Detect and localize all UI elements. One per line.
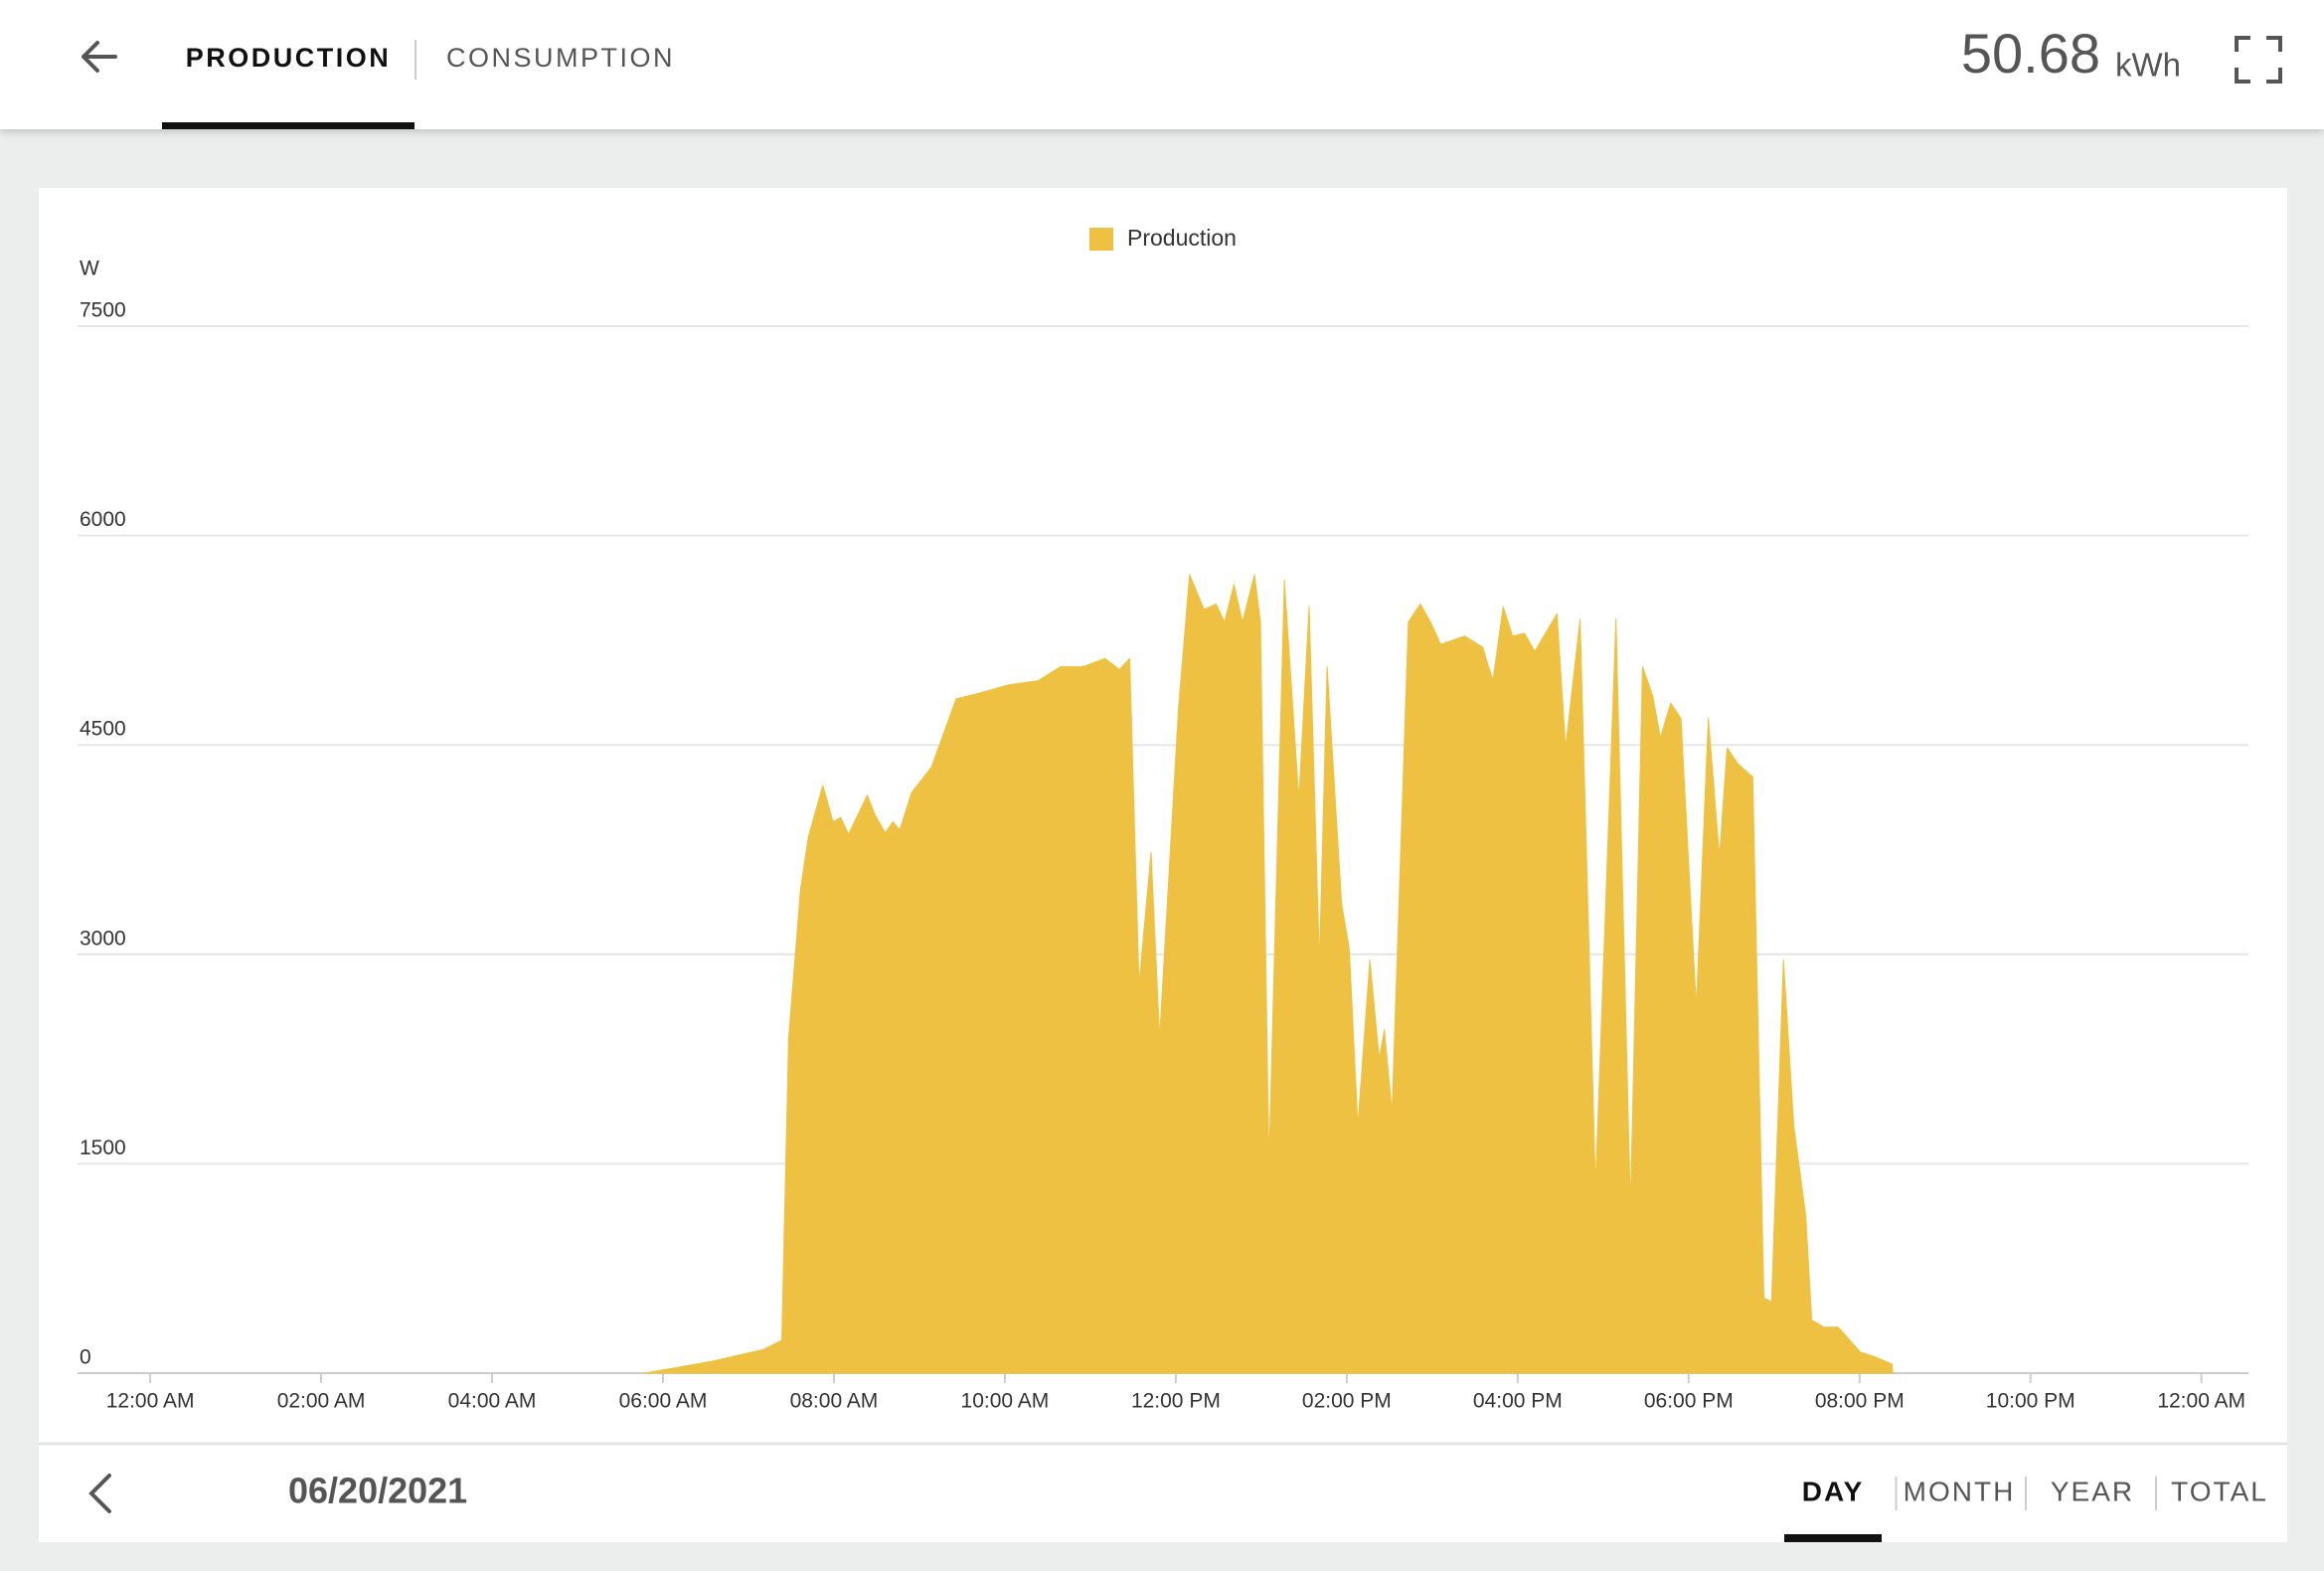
x-tick-label: 04:00 AM (448, 1390, 537, 1413)
x-tick-label: 12:00 AM (2157, 1390, 2245, 1413)
header-bar (0, 0, 2324, 129)
x-tick-label: 04:00 PM (1473, 1390, 1563, 1413)
x-tick-label: 12:00 PM (1131, 1390, 1221, 1413)
x-tick-label: 06:00 AM (619, 1390, 708, 1413)
date[interactable]: 06/20/2021 (288, 1471, 467, 1511)
plot: 0 1500 3000 4500 6000 7500 12:00 AM 02:00 AM 04:… (78, 299, 2248, 1413)
back-arrow[interactable] (82, 41, 117, 73)
x-tick-label: 12:00 AM (106, 1390, 195, 1413)
legend-label: Production (1127, 225, 1237, 251)
y-axis-label: W (80, 258, 99, 280)
y-tick-label: 0 (80, 1346, 91, 1369)
y-tick-label: 1500 (80, 1136, 126, 1159)
back-button[interactable] (82, 41, 117, 73)
x-tick-label: 06:00 PM (1644, 1390, 1734, 1413)
x-tick-label: 10:00 AM (961, 1390, 1050, 1413)
tab[interactable]: PRODUCTION (186, 43, 392, 73)
total-energy: 50.68 (1961, 22, 2100, 85)
total-unit: kWh (2115, 47, 2181, 84)
period-tab[interactable]: MONTH (1904, 1476, 2016, 1506)
x-tick-label: 08:00 PM (1815, 1390, 1905, 1413)
period-tab[interactable]: TOTAL (2171, 1476, 2268, 1506)
y-tick-label: 7500 (80, 299, 126, 322)
period-tab[interactable]: YEAR (2051, 1476, 2134, 1506)
tabs: PRODUCTION CONSUMPTION (162, 43, 675, 129)
y-tick-label: 3000 (80, 927, 126, 950)
fullscreen-button[interactable] (2235, 36, 2282, 84)
y-tick-label: 4500 (80, 718, 126, 741)
previous-date-button[interactable] (88, 1474, 111, 1513)
x-tick-label: 02:00 AM (277, 1390, 366, 1413)
legend-swatch (1089, 228, 1113, 251)
y-tick-label: 6000 (80, 508, 126, 531)
tab[interactable]: CONSUMPTION (446, 43, 675, 73)
x-tick-label: 08:00 AM (790, 1390, 879, 1413)
tab-underline (162, 122, 415, 129)
period-tabs: DAY MONTH YEAR TOTAL (1784, 1476, 2268, 1542)
production-area (644, 574, 1894, 1374)
period-underline (1784, 1534, 1882, 1542)
x-tick-label: 02:00 PM (1302, 1390, 1392, 1413)
x-tick-label: 10:00 PM (1986, 1390, 2075, 1413)
period-tab[interactable]: DAY (1802, 1476, 1865, 1506)
